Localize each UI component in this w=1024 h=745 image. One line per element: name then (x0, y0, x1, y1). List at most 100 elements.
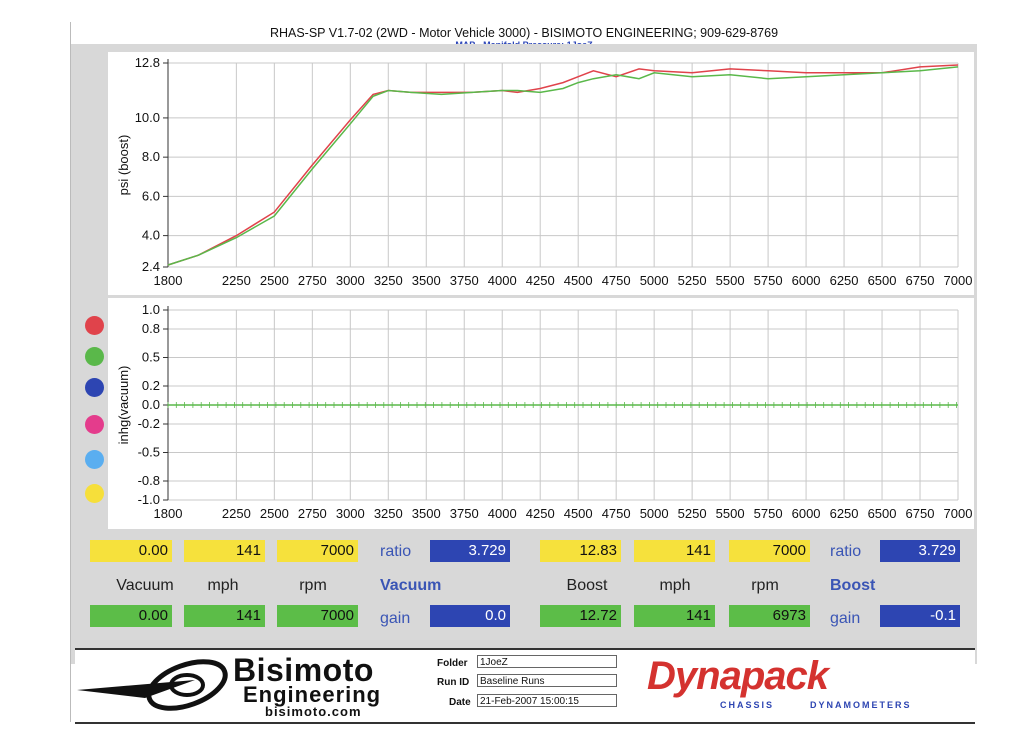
legend-dot-red (85, 316, 104, 335)
x-tick-label: 1800 (154, 506, 183, 521)
y-tick-label: 10.0 (135, 110, 160, 125)
x-tick-label: 2500 (260, 273, 289, 288)
rpm-label-right: rpm (751, 577, 779, 594)
bisimoto-logo-mark (77, 659, 228, 711)
x-tick-label: 7000 (944, 273, 973, 288)
ratio-label-right: ratio (830, 543, 862, 560)
x-tick-label: 4500 (564, 506, 593, 521)
rpm-label-left: rpm (299, 577, 327, 594)
boost-label: Boost (566, 577, 608, 594)
run-id-label: Run ID (437, 677, 470, 688)
boost-type-label: Boost (830, 577, 876, 594)
gain-readout-right: -0.1 (880, 605, 960, 627)
report-title: RHAS-SP V1.7-02 (2WD - Motor Vehicle 300… (269, 26, 779, 40)
x-tick-label: 4750 (602, 273, 631, 288)
date-value: 21-Feb-2007 15:00:15 (477, 694, 617, 707)
x-tick-label: 2750 (298, 273, 327, 288)
x-tick-label: 3000 (336, 506, 365, 521)
boost-readout-2: 12.72 (540, 605, 621, 627)
mph-label-left: mph (207, 577, 239, 594)
x-tick-label: 4500 (564, 273, 593, 288)
mph-readout-1: 141 (184, 540, 265, 562)
x-tick-label: 5500 (716, 506, 745, 521)
y-tick-label: 0.0 (142, 397, 160, 412)
x-tick-label: 4250 (526, 273, 555, 288)
x-tick-label: 3250 (374, 506, 403, 521)
y-tick-label: 12.8 (135, 55, 160, 70)
x-tick-label: 3500 (412, 273, 441, 288)
x-tick-label: 6500 (868, 273, 897, 288)
ratio-label-left: ratio (380, 543, 412, 560)
y-axis-label: psi (boost) (116, 135, 131, 196)
mph-readout-2: 141 (184, 605, 265, 627)
y-tick-label: -1.0 (138, 492, 160, 507)
brand-subname: Engineering (243, 682, 382, 707)
dynapack-logo: Dynapack (647, 654, 829, 698)
x-tick-label: 3750 (450, 506, 479, 521)
series-line-1-1 (167, 64, 959, 266)
y-tick-label: 2.4 (142, 259, 160, 274)
brand-name: Bisimoto (233, 652, 374, 688)
x-tick-label: 2750 (298, 506, 327, 521)
x-tick-label: 1800 (154, 273, 183, 288)
x-tick-label: 5000 (640, 506, 669, 521)
boost-readout-1: 12.83 (540, 540, 621, 562)
x-tick-label: 4000 (488, 506, 517, 521)
folder-label: Folder (437, 658, 468, 669)
x-tick-label: 6000 (792, 506, 821, 521)
plot-area-2 (108, 298, 974, 529)
x-tick-label: 5250 (678, 506, 707, 521)
folder-value: 1JoeZ (477, 655, 617, 668)
legend-dot-blue (85, 378, 104, 397)
mph-readout-3: 141 (634, 540, 715, 562)
x-tick-label: 3500 (412, 506, 441, 521)
run-id-value: Baseline Runs (477, 674, 617, 687)
legend-dot-green (85, 347, 104, 366)
brand-url: bisimoto.com (265, 704, 362, 719)
x-tick-label: 4250 (526, 506, 555, 521)
y-tick-label: -0.2 (138, 416, 160, 431)
y-tick-label: 0.2 (142, 378, 160, 393)
y-tick-label: -0.8 (138, 473, 160, 488)
x-tick-label: 5750 (754, 273, 783, 288)
rpm-readout-3: 7000 (729, 540, 810, 562)
rpm-readout-1: 7000 (277, 540, 358, 562)
x-tick-label: 6500 (868, 506, 897, 521)
rpm-readout-4: 6973 (729, 605, 810, 627)
x-tick-label: 5000 (640, 273, 669, 288)
x-tick-label: 7000 (944, 506, 973, 521)
mph-readout-4: 141 (634, 605, 715, 627)
mph-label-right: mph (659, 577, 691, 594)
x-tick-label: 6750 (906, 506, 935, 521)
y-axis-label: inhg(vacuum) (116, 366, 131, 445)
rpm-readout-2: 7000 (277, 605, 358, 627)
x-tick-label: 3750 (450, 273, 479, 288)
date-label: Date (449, 697, 471, 708)
report-footer: Bisimoto Engineering bisimoto.com Folder… (75, 648, 975, 724)
x-tick-label: 2250 (222, 506, 251, 521)
x-tick-label: 4750 (602, 506, 631, 521)
legend-dot-yellow (85, 484, 104, 503)
x-tick-label: 6250 (830, 273, 859, 288)
vacuum-readout-2: 0.00 (90, 605, 172, 627)
vacuum-label: Vacuum (116, 577, 174, 594)
gain-label-right: gain (830, 610, 861, 627)
dynapack-tagline: CHASSIS DYNAMOMETERS (720, 700, 912, 710)
x-tick-label: 2250 (222, 273, 251, 288)
vacuum-readout-1: 0.00 (90, 540, 172, 562)
x-tick-label: 6000 (792, 273, 821, 288)
x-tick-label: 3250 (374, 273, 403, 288)
y-tick-label: 6.0 (142, 188, 160, 203)
y-tick-label: 8.0 (142, 149, 160, 164)
x-tick-label: 5250 (678, 273, 707, 288)
y-tick-label: 0.8 (142, 321, 160, 336)
x-tick-label: 6750 (906, 273, 935, 288)
y-tick-label: 0.5 (142, 350, 160, 365)
gain-label-left: gain (380, 610, 411, 627)
ratio-readout-right: 3.729 (880, 540, 960, 562)
legend-dot-cyan (85, 450, 104, 469)
y-tick-label: -0.5 (138, 445, 160, 460)
x-tick-label: 6250 (830, 506, 859, 521)
x-tick-label: 2500 (260, 506, 289, 521)
